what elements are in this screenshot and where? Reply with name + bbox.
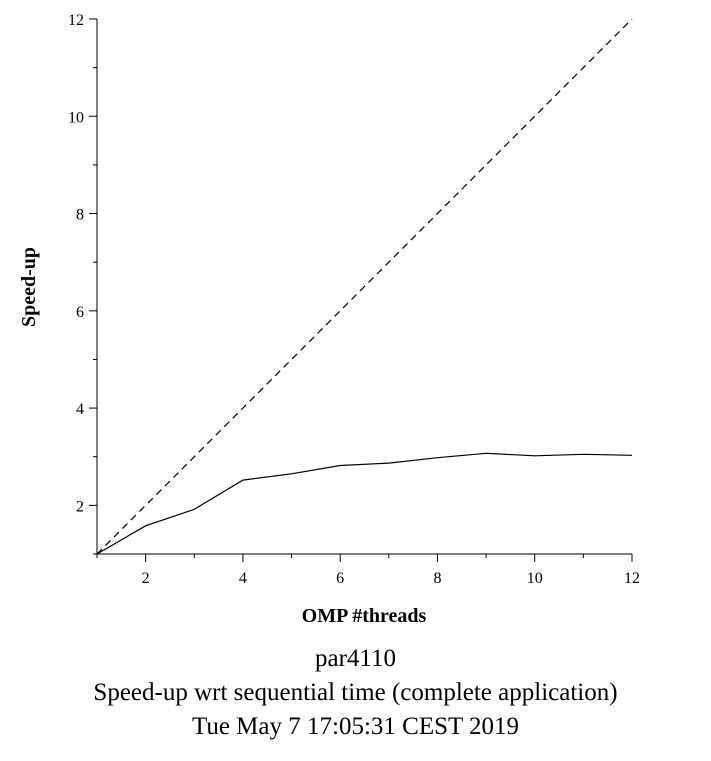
speedup-chart: 2 4 6 8 10 12 2 4 6 8 10 12 OMP #threads Speed-up bbox=[18, 12, 640, 627]
y-axis-label: Speed-up bbox=[18, 247, 40, 327]
y-tick-label: 10 bbox=[68, 109, 84, 126]
x-tick-label: 8 bbox=[433, 570, 441, 587]
y-tick-label: 4 bbox=[76, 401, 84, 418]
x-tick-label: 10 bbox=[527, 570, 543, 587]
measured-speedup-line bbox=[96, 452, 633, 555]
caption-timestamp: Tue May 7 17:05:31 CEST 2019 bbox=[191, 713, 520, 740]
y-tick-label: 12 bbox=[68, 12, 84, 29]
y-tick-label: 2 bbox=[76, 498, 84, 515]
y-axis-ticks: 2 4 6 8 10 12 bbox=[68, 12, 97, 555]
ideal-speedup-line bbox=[96, 18, 633, 555]
x-axis-ticks: 2 4 6 8 10 12 bbox=[96, 554, 640, 587]
x-tick-label: 6 bbox=[336, 570, 344, 587]
axes bbox=[96, 19, 632, 555]
caption-subtitle: Speed-up wrt sequential time (complete a… bbox=[93, 679, 618, 706]
y-tick-label: 8 bbox=[76, 207, 84, 224]
x-tick-label: 4 bbox=[239, 570, 247, 587]
x-tick-label: 12 bbox=[624, 570, 640, 587]
x-tick-label: 2 bbox=[142, 570, 150, 587]
x-axis-label: OMP #threads bbox=[302, 605, 427, 627]
y-tick-label: 6 bbox=[76, 304, 84, 321]
series-lines bbox=[96, 18, 633, 555]
caption-host: par4110 bbox=[315, 645, 396, 672]
